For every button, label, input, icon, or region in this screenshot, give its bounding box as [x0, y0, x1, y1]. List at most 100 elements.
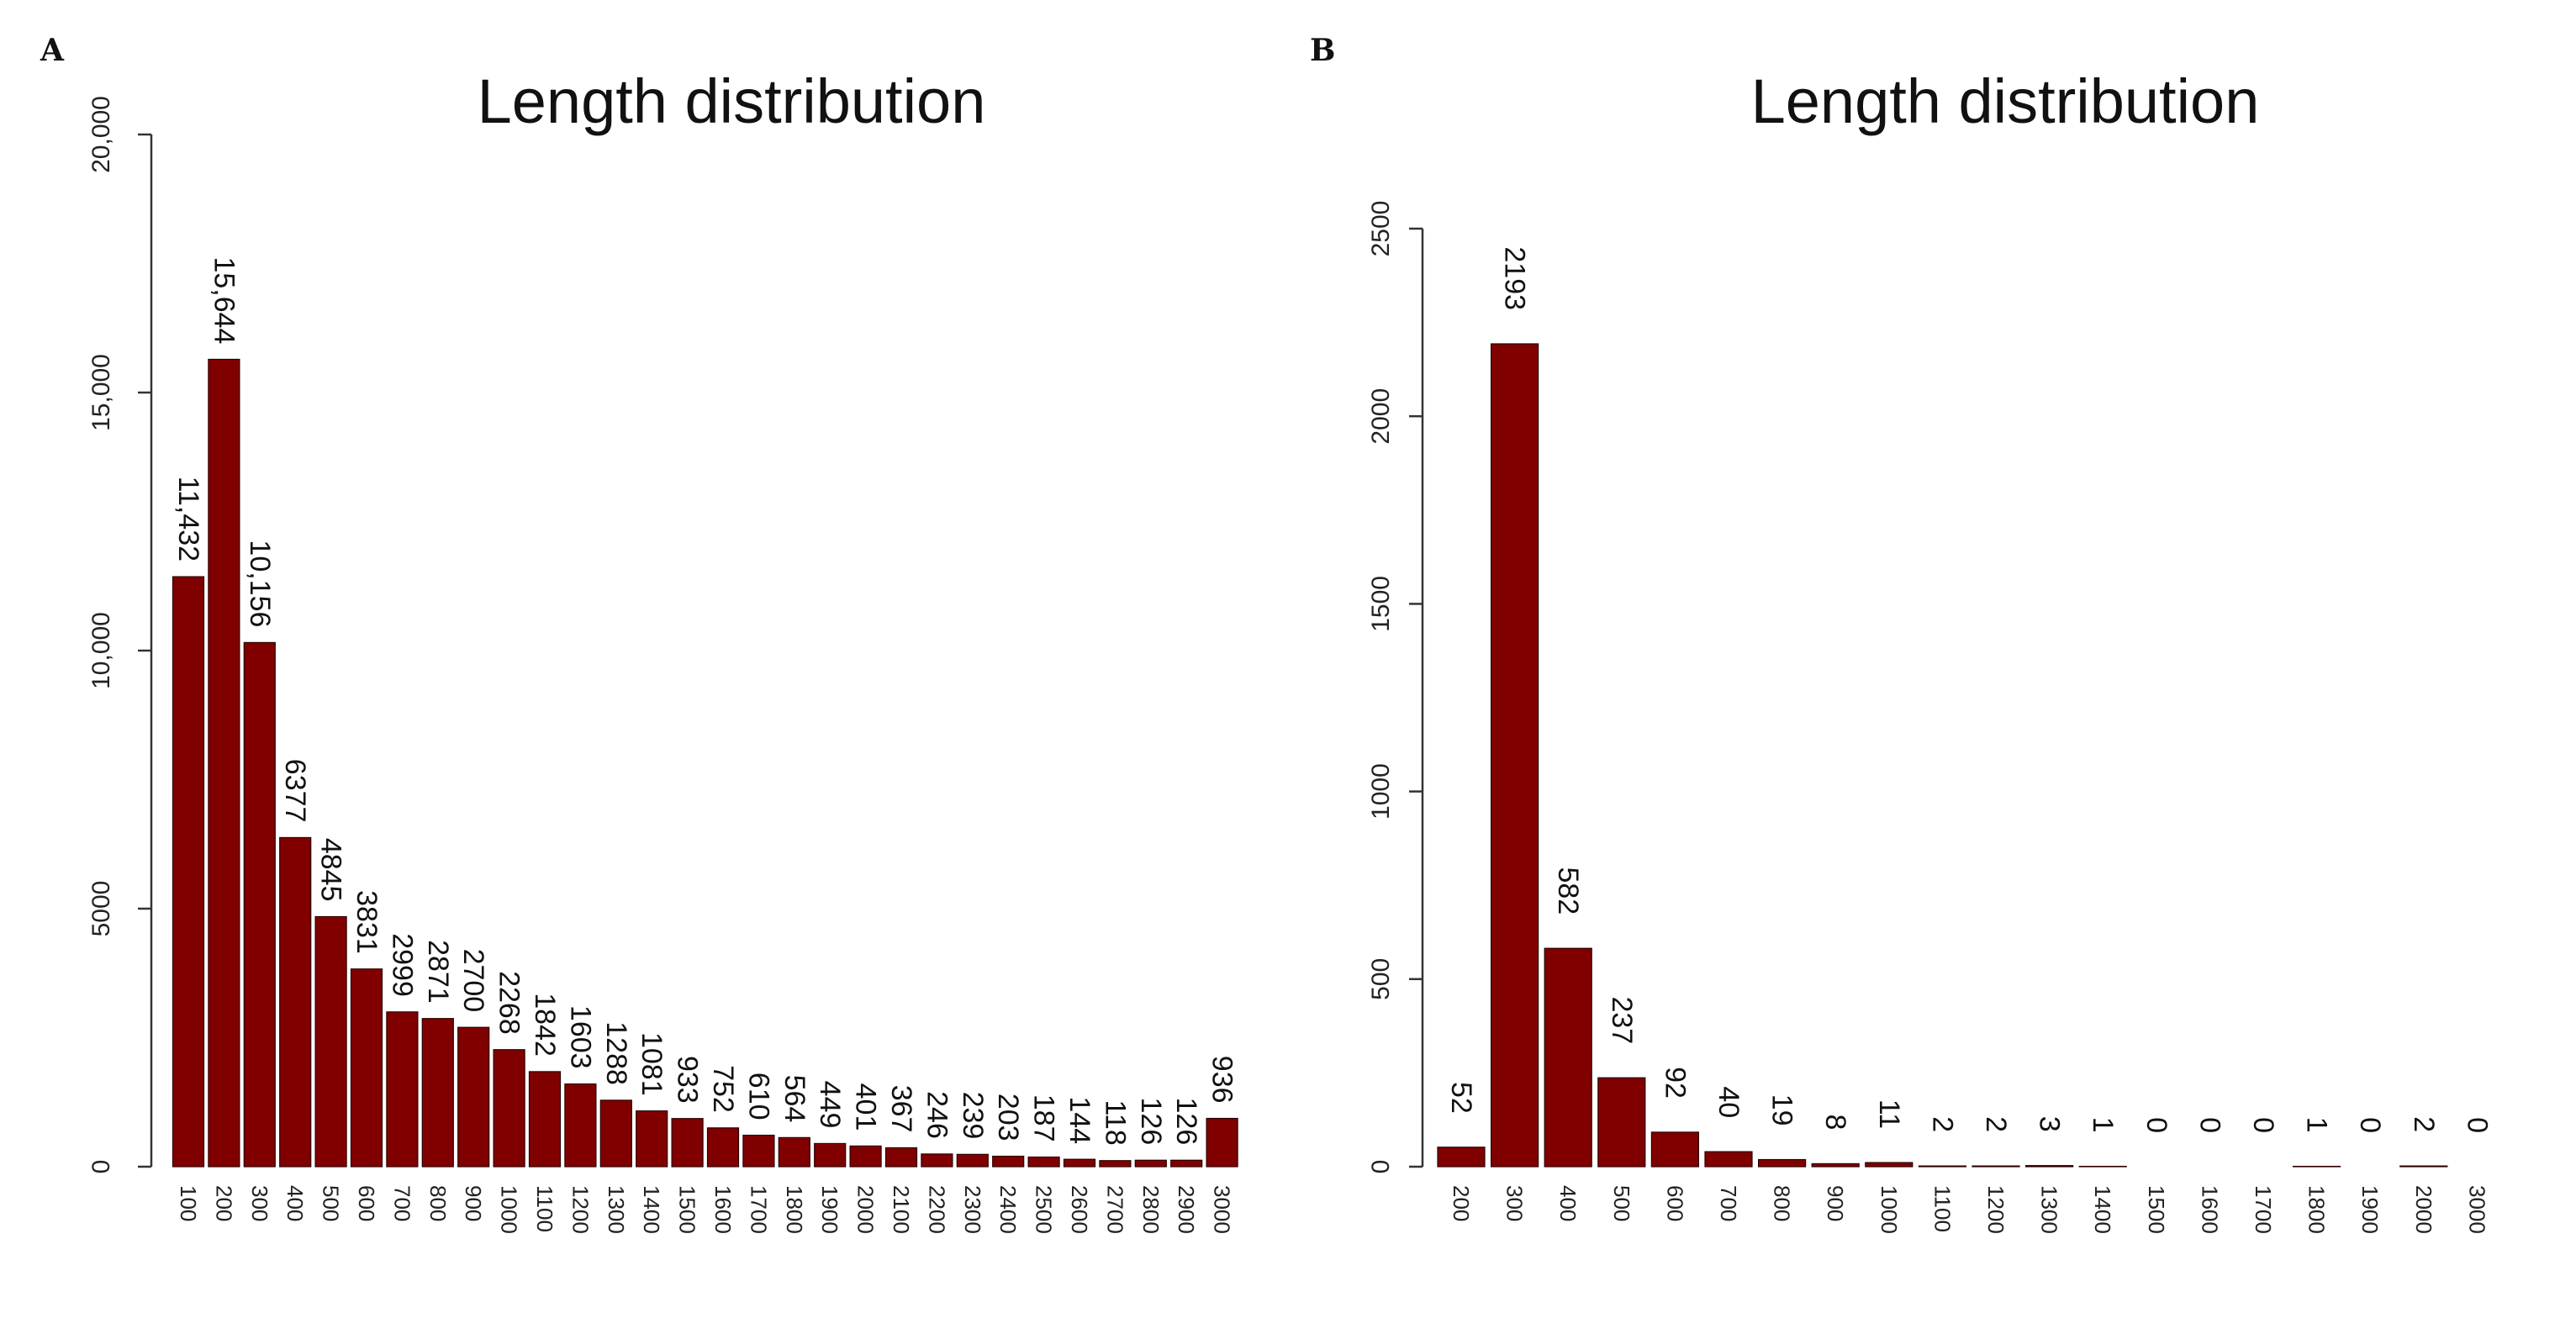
panel-b-value-label: 1 — [2301, 1117, 2333, 1133]
panel-b-y-tick-label: 2000 — [1367, 388, 1395, 445]
panel-a-bar — [1170, 1159, 1203, 1168]
panel-a-x-tick-label: 700 — [389, 1185, 414, 1221]
panel-a-value-label: 15,644 — [208, 256, 240, 344]
panel-b-value-label: 2 — [1926, 1116, 1958, 1132]
panel-a-x-tick-label: 1200 — [567, 1185, 593, 1234]
panel-b-chart: B Length distribution 050010001500200025… — [1310, 33, 2493, 1234]
panel-a-value-label: 610 — [742, 1073, 774, 1120]
panel-a-x-tick-label: 400 — [282, 1185, 308, 1221]
panel-b-x-tick-label: 2000 — [2411, 1185, 2436, 1234]
panel-a-value-label: 564 — [779, 1075, 810, 1123]
panel-a-x-tick-label: 1300 — [604, 1185, 629, 1234]
panel-b-y-tick-label: 1500 — [1367, 576, 1395, 632]
panel-a-title: Length distribution — [478, 66, 986, 136]
panel-a-x-tick-label: 1400 — [639, 1185, 664, 1234]
panel-b-x-tick-label: 1100 — [1929, 1185, 1955, 1232]
panel-a-value-label: 1842 — [529, 993, 561, 1057]
panel-a-bar — [921, 1153, 953, 1168]
panel-a-x-tick-label: 2200 — [924, 1185, 949, 1234]
panel-a-bar — [350, 968, 383, 1168]
panel-a-x-tick-label: 600 — [354, 1185, 379, 1221]
panel-b-bar — [1704, 1151, 1753, 1168]
panel-a-value-label: 449 — [814, 1081, 846, 1129]
panel-b-x-tick-label: 900 — [1823, 1185, 1848, 1221]
panel-a-value-label: 1081 — [636, 1032, 668, 1096]
panel-a-value-label: 1603 — [564, 1005, 596, 1069]
panel-a-bar — [528, 1071, 562, 1168]
panel-a-x-tick-label: 2800 — [1138, 1185, 1164, 1234]
panel-b-x-tick-label: 3000 — [2464, 1185, 2489, 1234]
panel-a-value-label: 933 — [672, 1056, 704, 1104]
panel-b-bar — [2025, 1165, 2074, 1168]
panel-a-bar — [849, 1145, 882, 1168]
panel-b-value-label: 2 — [1980, 1116, 2012, 1132]
panel-a-bar — [706, 1127, 740, 1168]
panel-a-value-label: 118 — [1099, 1100, 1131, 1146]
panel-a-value-label: 2999 — [386, 933, 418, 997]
panel-a-x-tick-label: 3000 — [1210, 1185, 1235, 1234]
panel-a-value-label: 401 — [850, 1083, 882, 1131]
panel-b-value-label: 3 — [2034, 1116, 2066, 1132]
panel-b-y-tick-label: 0 — [1367, 1160, 1395, 1174]
panel-b-title: Length distribution — [1751, 66, 2260, 136]
panel-a-value-label: 126 — [1135, 1098, 1167, 1146]
panel-a-bar — [1206, 1117, 1238, 1168]
panel-b-x-tick-label: 800 — [1770, 1185, 1795, 1221]
panel-a-bar — [243, 641, 276, 1168]
panel-b-x-tick-label: 400 — [1555, 1185, 1581, 1221]
panel-a-x-tick-label: 2600 — [1067, 1185, 1092, 1234]
panel-b-x-tick-label: 1300 — [2037, 1185, 2062, 1234]
panel-a-bar — [493, 1049, 525, 1168]
panel-a-bars — [172, 358, 1238, 1168]
panel-a-x-tick-label: 2500 — [1032, 1185, 1057, 1234]
panel-a-x-tick-label: 1500 — [675, 1185, 700, 1234]
panel-b-bar — [2399, 1165, 2448, 1168]
panel-b-x-tick-label: 1800 — [2304, 1185, 2330, 1234]
panel-b-x-tick-label: 700 — [1716, 1185, 1741, 1221]
panel-a-value-label: 246 — [921, 1091, 953, 1139]
panel-b-bar — [1918, 1165, 1966, 1168]
panel-b-x-tick-label: 1000 — [1877, 1185, 1902, 1234]
panel-a-x-tick-label: 300 — [247, 1185, 272, 1221]
panel-a-bar — [599, 1099, 632, 1168]
panel-b-x-tick-label: 500 — [1609, 1185, 1634, 1221]
panel-b-bar — [1758, 1158, 1807, 1168]
panel-a-bar — [992, 1155, 1025, 1168]
panel-a-value-label: 11,432 — [172, 477, 204, 561]
panel-a-y-tick-label: 15,000 — [87, 354, 115, 431]
panel-b-y-tick-label: 2500 — [1367, 201, 1395, 257]
panel-b-x-tick-label: 300 — [1502, 1185, 1528, 1221]
panel-a-y-tick-label: 20,000 — [87, 96, 115, 173]
panel-b-value-label: 2193 — [1499, 246, 1531, 310]
panel-a-y-tick-label: 5000 — [87, 881, 115, 937]
panel-a-bar — [1027, 1156, 1060, 1168]
panel-a-value-label: 2700 — [457, 949, 489, 1013]
panel-b-bar — [1437, 1147, 1486, 1168]
panel-a-value-label: 239 — [957, 1092, 989, 1140]
panel-a-x-tick-label: 2100 — [889, 1185, 914, 1234]
panel-a-x-tick-label: 500 — [319, 1185, 344, 1221]
panel-b-bars — [1437, 343, 2448, 1168]
panel-a-value-label: 367 — [885, 1085, 917, 1133]
panel-a-value-label: 126 — [1170, 1098, 1202, 1146]
panel-b-x-tick-label: 200 — [1449, 1185, 1474, 1221]
panel-a-x-tick-label: 100 — [176, 1185, 201, 1221]
panel-b-x-tick-label: 1400 — [2090, 1185, 2115, 1234]
panel-a-x-tick-label: 2300 — [960, 1185, 985, 1234]
panel-b-bar — [1544, 947, 1592, 1168]
panel-a-bar — [814, 1142, 847, 1168]
panel-a-x-axis: 100 200 300 400 500 600 700 800 900 1000 1100 1200 1… — [176, 1185, 1235, 1234]
panel-b-bar — [1865, 1162, 1914, 1168]
panel-a-bar — [208, 358, 240, 1168]
panel-b-x-tick-label: 1900 — [2357, 1185, 2383, 1234]
panel-b-value-label: 0 — [2461, 1117, 2493, 1133]
panel-a-x-tick-label: 1800 — [782, 1185, 807, 1234]
panel-a-bar — [956, 1153, 989, 1168]
panel-a-x-tick-label: 2000 — [853, 1185, 879, 1234]
panel-b-value-label: 0 — [2141, 1117, 2172, 1133]
panel-a-bar — [778, 1136, 810, 1168]
panel-b-x-axis: 200 300 400 500 600 700 800 900 1000 1100 1200 1300… — [1449, 1185, 2489, 1234]
panel-b-y-axis: 0 500 1000 1500 2000 2500 — [1367, 201, 1424, 1174]
panel-a-x-tick-label: 1700 — [746, 1185, 771, 1234]
